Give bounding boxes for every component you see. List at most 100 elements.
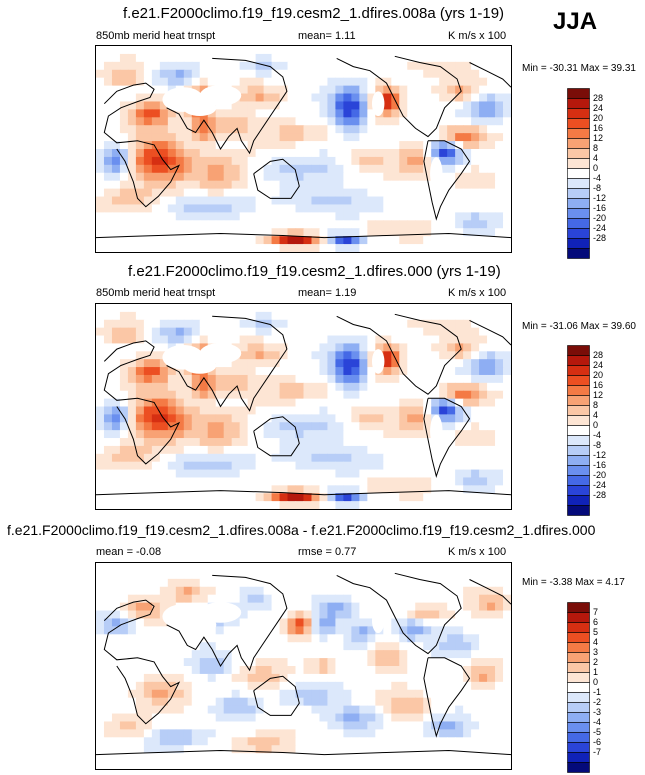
field-cell [351,304,360,313]
field-cell [463,761,472,769]
missing-data-mask [199,342,242,364]
field-cell [255,618,265,627]
field-cell [231,133,241,142]
field-cell [439,729,448,738]
field-cell [335,681,344,691]
field-cell [423,117,432,126]
field-cell [247,53,257,63]
field-cell [271,578,281,588]
field-cell [207,236,217,245]
field-cell [151,563,161,572]
field-cell [447,626,456,635]
field-cell [127,125,137,134]
field-cell [423,705,432,715]
field-cell [503,422,511,431]
field-cell [455,343,464,352]
field-cell [207,681,217,691]
field-cell [303,753,313,762]
field-cell [503,469,511,479]
field-cell [96,729,105,738]
field-cell [383,610,392,620]
field-cell [191,228,201,237]
coastline [96,490,511,496]
field-cell [479,737,488,746]
field-cell [263,196,273,206]
field-cell [143,422,153,431]
field-cell [495,610,504,620]
field-cell [431,46,440,55]
field-cell [319,133,329,142]
field-cell [311,149,321,158]
field-cell [127,602,137,612]
field-cell [431,493,440,502]
field-cell [295,697,305,707]
field-cell [119,382,129,392]
field-cell [471,335,480,345]
field-cell [399,689,408,699]
colorbar-swatch [567,622,590,633]
field-cell [127,164,137,174]
field-cell [231,745,241,754]
field-cell [319,501,329,509]
field-cell [159,390,169,400]
field-cell [303,477,313,486]
field-cell [135,101,145,110]
field-cell [119,570,129,580]
field-cell [199,650,209,659]
field-cell [415,109,424,118]
field-cell [423,697,432,707]
field-cell [279,46,289,55]
field-cell [271,85,281,95]
field-cell [247,445,257,455]
field-cell [303,438,313,447]
field-cell [279,570,289,580]
field-cell [335,335,344,345]
field-cell [455,469,464,479]
panel-1-minmax: Min = -30.31 Max = 39.31 [522,63,636,74]
field-cell [223,438,233,447]
field-cell [151,172,161,182]
field-cell [415,61,424,71]
field-cell [439,563,448,572]
field-cell [231,618,241,627]
field-cell [495,180,504,190]
field-cell [391,327,400,337]
field-cell [335,477,344,486]
field-cell [399,164,408,174]
field-cell [335,69,344,79]
field-cell [287,681,297,691]
field-cell [311,493,321,502]
field-cell [423,359,432,368]
field-cell [391,626,400,635]
field-cell [119,149,129,158]
field-cell [375,335,384,345]
field-cell [399,117,408,126]
field-cell [143,618,153,627]
field-cell [239,737,249,746]
field-cell [279,445,289,455]
field-cell [415,430,424,439]
field-cell [399,141,408,150]
field-cell [399,430,408,439]
field-cell [167,61,177,71]
field-cell [96,745,105,754]
field-cell [167,485,177,494]
field-cell [463,109,472,118]
field-cell [351,141,360,150]
field-cell [479,188,488,198]
field-cell [463,563,472,572]
field-cell [415,713,424,723]
field-cell [455,204,464,213]
field-cell [439,666,448,675]
field-cell [175,109,185,118]
field-cell [455,493,464,502]
field-cell [207,753,217,762]
field-cell [487,689,496,699]
field-cell [351,367,360,376]
field-cell [351,149,360,158]
field-cell [335,721,344,730]
field-cell [487,713,496,723]
field-cell [343,311,352,321]
field-cell [455,430,464,439]
field-cell [407,204,416,213]
